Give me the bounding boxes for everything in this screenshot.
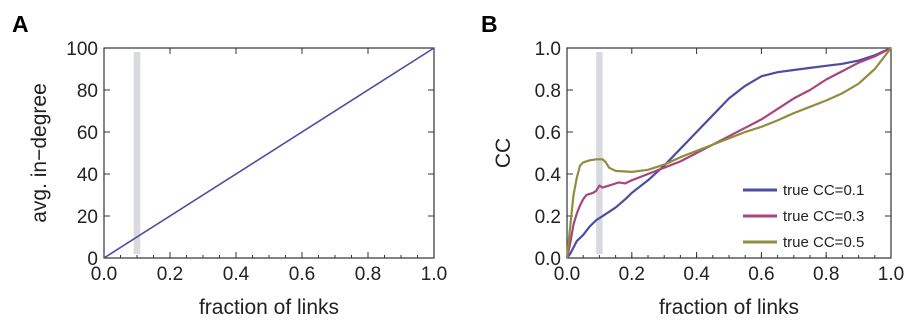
y-tick-label: 0 — [87, 249, 98, 270]
x-tick-label: 0.0 — [554, 264, 580, 285]
y-tick-label: 80 — [77, 81, 98, 102]
x-tick-label: 0.8 — [355, 264, 381, 285]
legend-label-3: true CC=0.5 — [783, 234, 864, 251]
y-tick-label: 100 — [66, 39, 98, 60]
highlight-band — [133, 52, 141, 254]
y-tick-label: 20 — [77, 207, 98, 228]
series-line-1 — [566, 46, 892, 259]
x-tick-label: 0.6 — [289, 264, 315, 285]
panel-a: 0.0 0.2 0.4 0.6 0.8 1.0 0 20 40 60 80 100 fraction o… — [12, 11, 447, 319]
x-tick-label: 1.0 — [421, 264, 447, 285]
x-tick-label: 0.0 — [91, 264, 117, 285]
panel-label: A — [12, 11, 29, 37]
plot-frame — [566, 47, 892, 259]
legend: true CC=0.1 true CC=0.3 true CC=0.5 — [743, 182, 864, 251]
x-tick-label: 0.2 — [157, 264, 183, 285]
x-tick-label: 0.8 — [813, 264, 839, 285]
y-tick-label: 0.4 — [535, 165, 562, 186]
y-tick-label: 0.0 — [535, 249, 561, 270]
y-tick-label: 0.8 — [535, 81, 561, 102]
x-tick-label: 0.2 — [619, 264, 645, 285]
x-tick-label: 0.6 — [748, 264, 774, 285]
y-tick-label: 0.6 — [535, 123, 561, 144]
y-tick-label: 40 — [77, 165, 98, 186]
series-line-3 — [565, 47, 892, 259]
panel-b: 0.0 0.2 0.4 0.6 0.8 1.0 0.0 0.2 0.4 0.6 0.8 1.0 frac… — [481, 11, 904, 319]
x-tick-label: 0.4 — [683, 264, 710, 285]
x-axis-label: fraction of links — [659, 296, 799, 319]
y-tick-label: 0.2 — [535, 207, 561, 228]
series-line-1 — [103, 47, 435, 259]
panel-label: B — [481, 11, 498, 37]
x-tick-label: 0.4 — [223, 264, 250, 285]
legend-label-1: true CC=0.1 — [783, 182, 864, 199]
legend-label-2: true CC=0.3 — [783, 208, 864, 225]
x-tick-label: 1.0 — [878, 264, 904, 285]
y-axis-label: avg. in−degree — [28, 83, 51, 223]
y-axis-label: CC — [492, 138, 515, 168]
highlight-band — [596, 52, 603, 254]
series-line-2 — [565, 47, 892, 259]
y-tick-label: 1.0 — [535, 39, 561, 60]
y-tick-label: 60 — [77, 123, 98, 144]
x-axis-label: fraction of links — [199, 296, 339, 319]
